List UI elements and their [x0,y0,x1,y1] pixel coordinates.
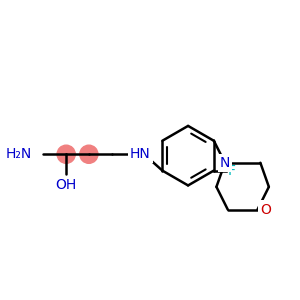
Circle shape [80,145,98,163]
Text: F: F [227,164,235,178]
Text: OH: OH [56,178,77,192]
Text: O: O [260,202,271,217]
Text: N: N [220,156,230,170]
Circle shape [57,145,75,163]
Text: H₂N: H₂N [5,147,31,161]
Text: HN: HN [130,147,151,161]
